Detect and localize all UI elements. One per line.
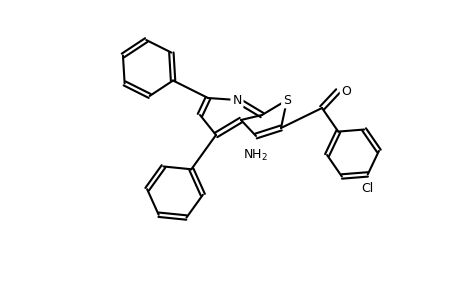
Text: Cl: Cl <box>361 182 373 195</box>
Text: NH$_2$: NH$_2$ <box>242 147 267 163</box>
Text: S: S <box>282 94 291 106</box>
Text: N: N <box>232 94 241 106</box>
Text: O: O <box>340 85 350 98</box>
